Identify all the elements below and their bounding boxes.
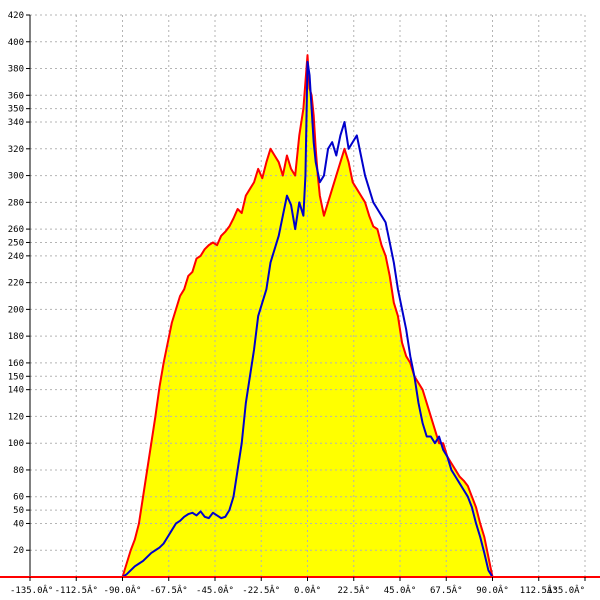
y-tick-label-24: 420 (8, 11, 24, 21)
y-tick-label-9: 160 (8, 359, 24, 369)
x-tick-label-11: 112.5Â° (520, 584, 558, 596)
y-tick-label-1: 40 (13, 519, 24, 529)
y-tick-label-12: 220 (8, 279, 24, 289)
y-tick-label-23: 400 (8, 38, 24, 48)
x-tick-label-12: 135.0Â° (547, 584, 585, 596)
x-tick-label-5: -22.5Â° (242, 584, 280, 596)
y-tick-label-13: 240 (8, 252, 24, 262)
y-tick-label-17: 300 (8, 172, 24, 182)
y-tick-label-20: 350 (8, 105, 24, 115)
x-tick-label-4: -45.0Â° (196, 584, 234, 596)
y-tick-label-15: 260 (8, 225, 24, 235)
x-tick-label-0: -135.0Â° (10, 584, 53, 596)
x-tick-label-10: 90.0Â° (476, 584, 509, 596)
y-tick-label-10: 180 (8, 332, 24, 342)
y-tick-label-21: 360 (8, 91, 24, 101)
y-tick-label-11: 200 (8, 305, 24, 315)
x-tick-label-6: 0.0Â° (294, 584, 321, 596)
y-tick-label-0: 20 (13, 546, 24, 556)
x-tick-label-3: -67.5Â° (150, 584, 188, 596)
y-tick-label-8: 150 (8, 372, 24, 382)
y-tick-label-7: 140 (8, 386, 24, 396)
y-tick-label-3: 60 (13, 493, 24, 503)
x-tick-label-2: -90.0Â° (104, 584, 142, 596)
x-tick-label-1: -112.5Â° (55, 584, 98, 596)
y-tick-label-4: 80 (13, 466, 24, 476)
y-tick-label-2: 50 (13, 506, 24, 516)
y-tick-label-22: 380 (8, 65, 24, 75)
series-line-blue (121, 60, 494, 578)
y-tick-label-14: 250 (8, 238, 24, 248)
x-tick-label-8: 45.0Â° (384, 584, 417, 596)
y-tick-label-16: 280 (8, 198, 24, 208)
x-tick-label-9: 67.5Â° (430, 584, 463, 596)
y-tick-label-6: 120 (8, 412, 24, 422)
y-tick-label-18: 320 (8, 145, 24, 155)
y-tick-label-19: 340 (8, 118, 24, 128)
x-tick-label-7: 22.5Â° (337, 584, 370, 596)
y-tick-label-5: 100 (8, 439, 24, 449)
